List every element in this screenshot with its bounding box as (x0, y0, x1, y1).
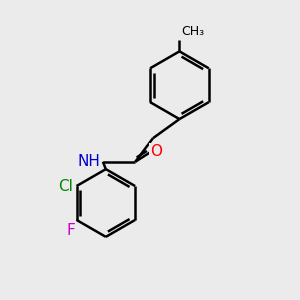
Text: Cl: Cl (58, 178, 73, 194)
Text: F: F (66, 223, 75, 238)
Text: NH: NH (77, 154, 100, 169)
Text: CH₃: CH₃ (181, 25, 204, 38)
Text: O: O (150, 144, 162, 159)
